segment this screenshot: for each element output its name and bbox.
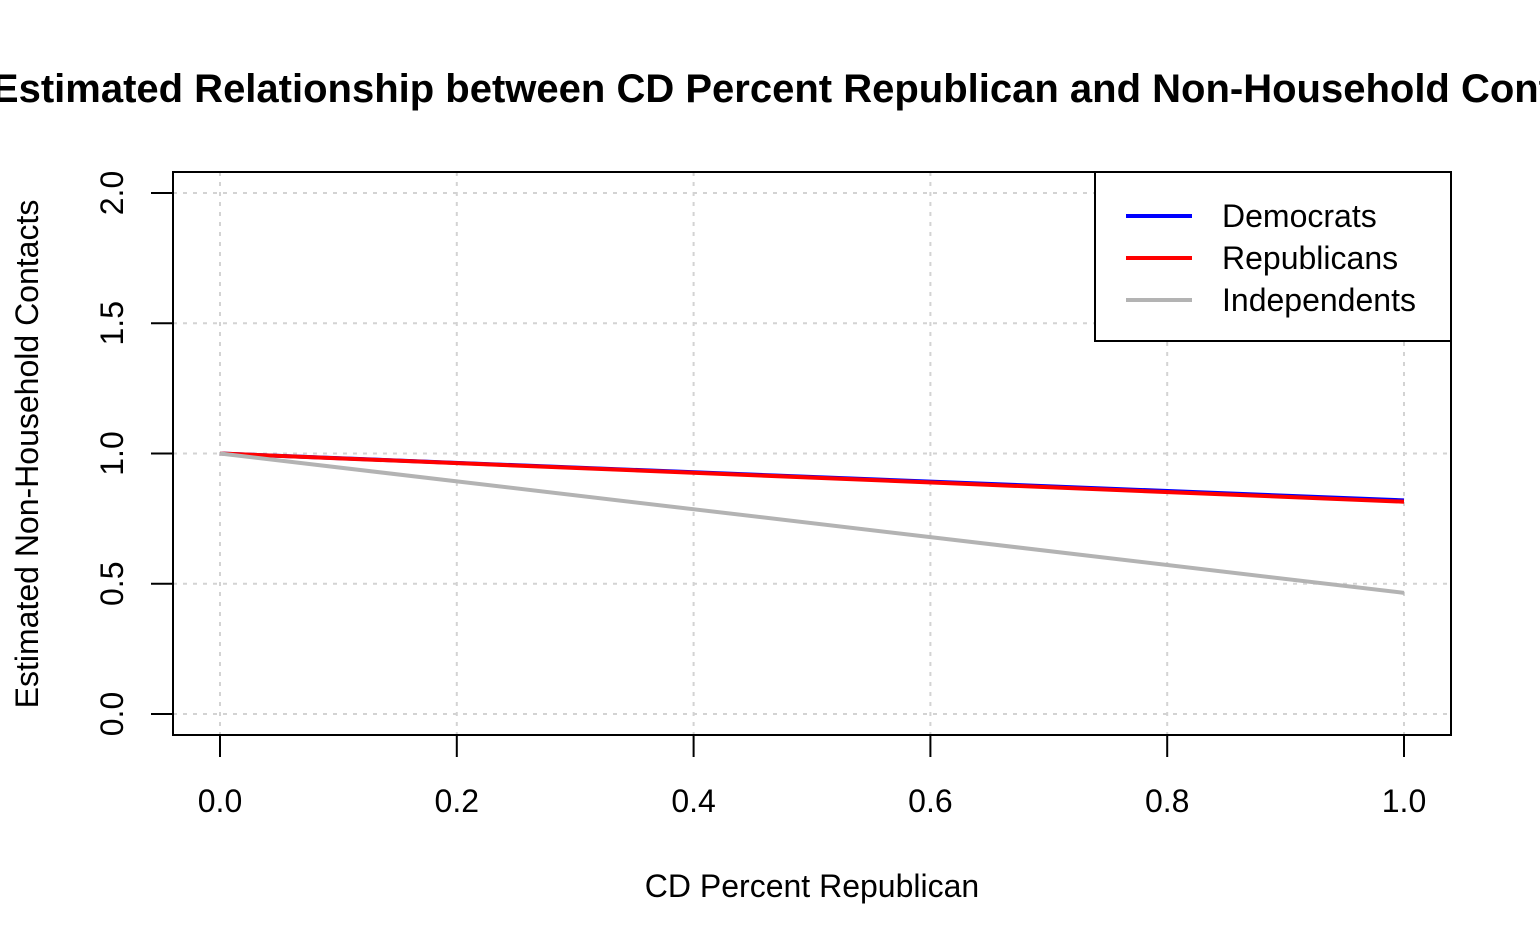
x-tick-label: 0.8	[1145, 783, 1189, 819]
series-line-republicans	[219, 451, 1405, 504]
y-tick-label: 2.0	[94, 171, 130, 215]
x-tick-label: 0.2	[435, 783, 479, 819]
y-tick-label: 0.5	[94, 562, 130, 606]
legend: Democrats Republicans Independents	[1094, 171, 1452, 342]
legend-label-republicans: Republicans	[1222, 240, 1398, 276]
y-tick-label: 1.0	[94, 431, 130, 475]
x-tick-label: 0.4	[671, 783, 715, 819]
y-axis-label: Estimated Non-Household Contacts	[9, 200, 45, 709]
y-tick-label: 1.5	[94, 301, 130, 345]
series-lines	[219, 451, 1405, 595]
x-tick-label: 0.6	[908, 783, 952, 819]
axes: 0.0 0.2 0.4 0.6 0.8 1.0 0.0 0.5 1.0 1.5 2.0	[94, 171, 1426, 819]
series-line-independents	[219, 451, 1405, 595]
x-axis-label: CD Percent Republican	[645, 868, 979, 904]
x-tick-label: 1.0	[1382, 783, 1426, 819]
legend-label-independents: Independents	[1222, 282, 1416, 318]
grid	[173, 172, 1451, 735]
legend-label-democrats: Democrats	[1222, 198, 1377, 234]
y-tick-label: 0.0	[94, 692, 130, 736]
x-tick-label: 0.0	[198, 783, 242, 819]
chart-title: Estimated Relationship between CD Percen…	[0, 67, 1540, 111]
